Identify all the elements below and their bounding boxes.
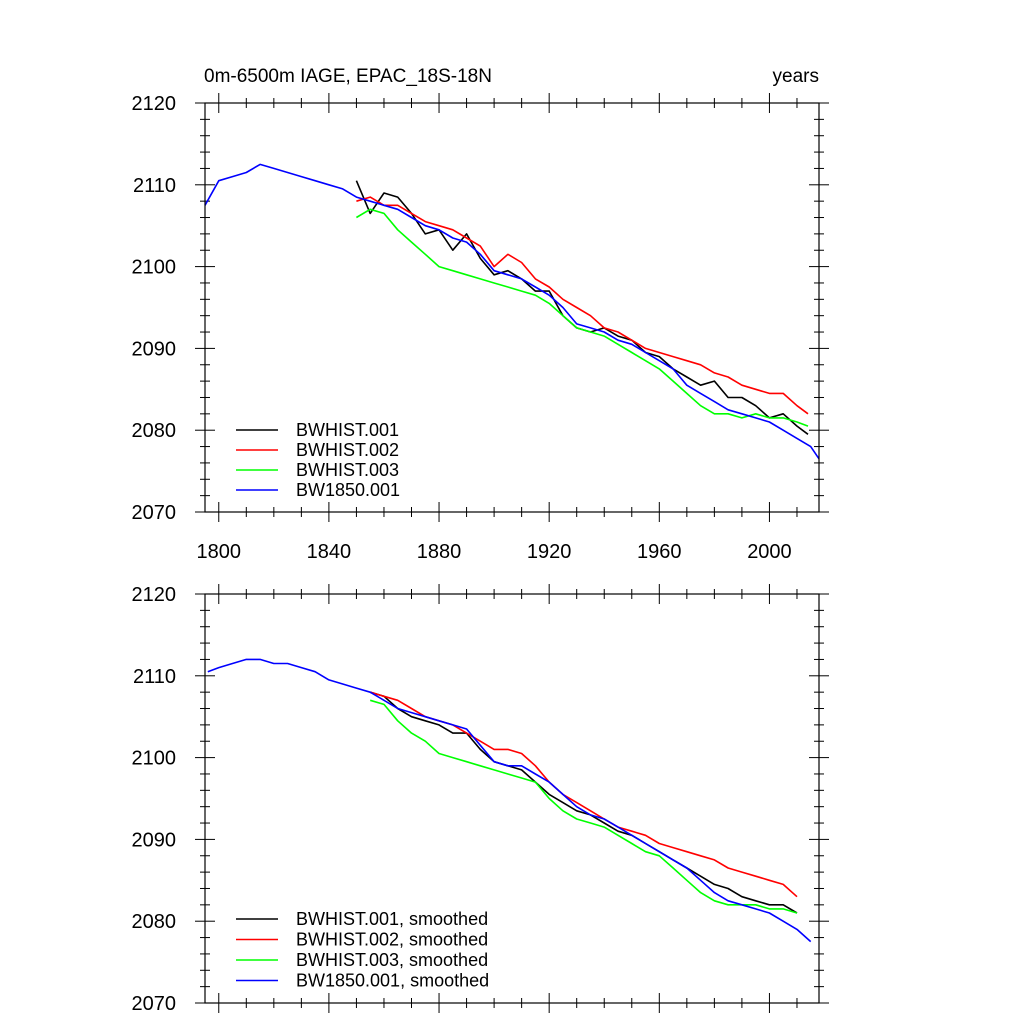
legend-label: BWHIST.001, smoothed (296, 909, 488, 929)
x-tick-label: 1800 (197, 541, 242, 563)
plot-frame (204, 593, 820, 1004)
legend-label: BW1850.001, smoothed (296, 971, 489, 991)
chart-title: 0m-6500m IAGE, EPAC_18S-18N (204, 66, 492, 87)
chart-units: years (773, 66, 819, 87)
y-tick-label: 2100 (132, 748, 177, 770)
series-line-2 (355, 208, 809, 427)
y-tick-label: 2070 (132, 993, 177, 1015)
legend-label: BWHIST.003 (296, 460, 399, 480)
series-layer (207, 658, 812, 943)
plot-frame (204, 102, 820, 513)
y-tick-label: 2080 (132, 911, 177, 933)
axes: 2070 2080 2090 2100 2110 2120 1800 1840 1880 1920… (132, 93, 829, 563)
series-line-0 (369, 691, 798, 914)
legend-label: BWHIST.001 (296, 420, 399, 440)
series-layer (204, 163, 820, 460)
legend-label: BW1850.001 (296, 480, 400, 500)
series-line-3 (204, 163, 820, 460)
x-tick-label: 2000 (747, 541, 792, 563)
legend-label: BWHIST.002 (296, 440, 399, 460)
chart-panel-smoothed: 2070 2080 2090 2100 2110 2120 BWHIST.001, smo… (132, 584, 829, 1015)
legend-label: BWHIST.002, smoothed (296, 930, 488, 950)
y-tick-label: 2110 (133, 175, 176, 197)
x-tick-label: 1960 (637, 541, 682, 563)
series-line-2 (369, 699, 798, 914)
x-tick-label: 1920 (527, 541, 572, 563)
series-line-1 (356, 196, 809, 415)
series-line-3 (207, 658, 812, 943)
x-tick-label: 1880 (417, 541, 462, 563)
y-tick-label: 2090 (132, 829, 177, 851)
y-tick-label: 2080 (132, 420, 177, 442)
y-tick-label: 2100 (132, 257, 177, 279)
legend-label: BWHIST.003, smoothed (296, 950, 488, 970)
y-tick-label: 2120 (132, 93, 177, 115)
y-tick-label: 2070 (132, 502, 177, 524)
x-tick-label: 1840 (307, 541, 352, 563)
axes: 2070 2080 2090 2100 2110 2120 (132, 584, 829, 1015)
y-tick-label: 2110 (133, 666, 176, 688)
y-tick-label: 2120 (132, 584, 177, 606)
chart-panel-raw: 0m-6500m IAGE, EPAC_18S-18N years 207020… (132, 66, 829, 563)
y-tick-label: 2090 (132, 338, 177, 360)
